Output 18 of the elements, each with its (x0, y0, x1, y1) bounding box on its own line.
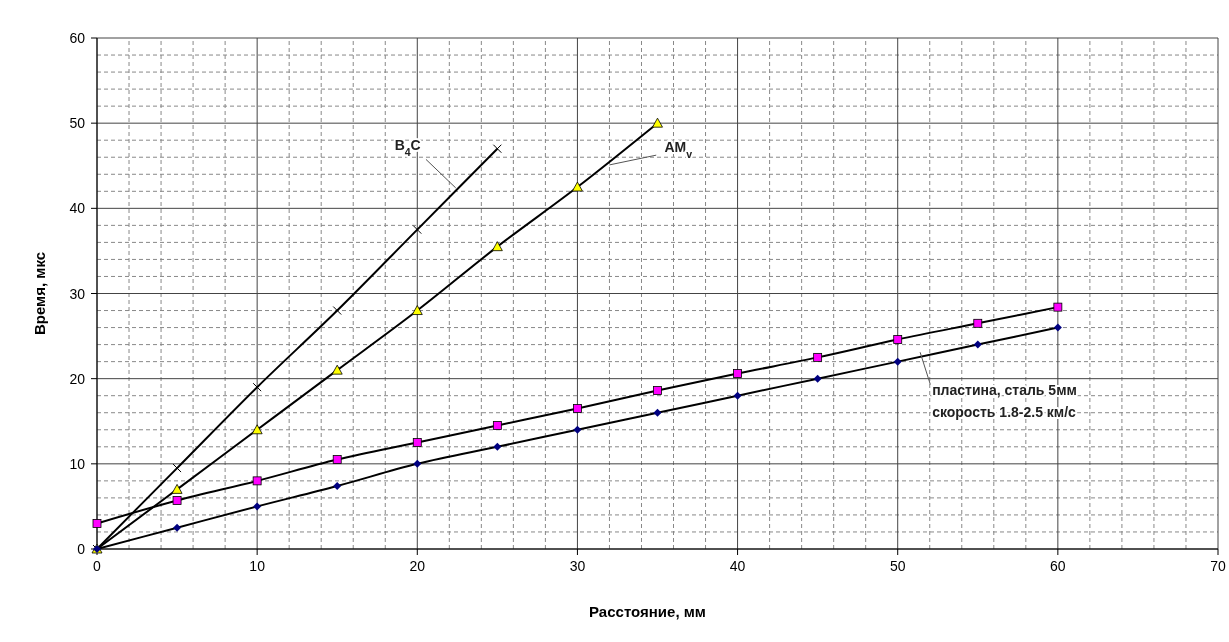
x-tick-label: 60 (1050, 558, 1066, 574)
y-tick-label: 60 (69, 30, 86, 46)
y-tick-label: 40 (69, 200, 86, 217)
y-tick-label: 20 (69, 370, 86, 387)
x-tick-label: 20 (409, 558, 426, 574)
x-tick-label: 0 (93, 558, 102, 574)
x-tick-label: 70 (1210, 558, 1226, 574)
x-tick-label: 40 (729, 558, 746, 574)
y-axis-title: Время, мкс (31, 251, 48, 336)
y-tick-label: 10 (69, 455, 86, 472)
y-tick-label: 50 (69, 115, 86, 132)
x-tick-label: 30 (569, 558, 586, 574)
y-tick-label: 30 (69, 285, 86, 302)
x-axis-title: Расстояние, мм (589, 603, 706, 620)
annotation: AM$_{v}$ (664, 138, 693, 160)
y-tick-label: 0 (77, 541, 86, 557)
x-tick-label: 50 (889, 558, 906, 574)
x-tick-label: 10 (249, 558, 266, 574)
